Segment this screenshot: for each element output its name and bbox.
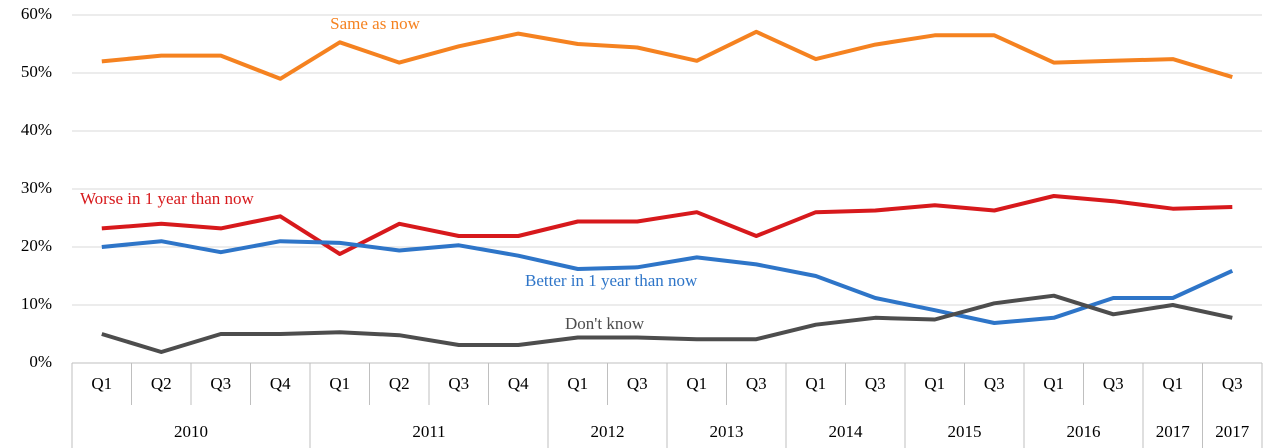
y-tick-label: 50% — [21, 62, 52, 81]
x-tick-label: Q3 — [1222, 374, 1243, 393]
group-label: 2015 — [948, 422, 982, 441]
x-tick-label: Q1 — [924, 374, 945, 393]
y-tick-label: 40% — [21, 120, 52, 139]
x-tick-label: Q3 — [1103, 374, 1124, 393]
series-line — [101, 29, 1233, 81]
series-label: Worse in 1 year than now — [80, 189, 255, 208]
group-label: 2010 — [174, 422, 208, 441]
x-tick-label: Q4 — [508, 374, 529, 393]
x-tick-label: Q2 — [151, 374, 172, 393]
x-tick-label: Q1 — [567, 374, 588, 393]
x-tick-label: Q4 — [270, 374, 291, 393]
series-line — [101, 239, 1234, 325]
group-label: 2014 — [829, 422, 864, 441]
x-tick-label: Q1 — [1043, 374, 1064, 393]
x-tick-label: Q1 — [1162, 374, 1183, 393]
y-tick-label: 0% — [29, 352, 52, 371]
x-tick-label: Q1 — [91, 374, 112, 393]
x-tick-label: Q3 — [865, 374, 886, 393]
group-label: 2016 — [1067, 422, 1101, 441]
series-label: Better in 1 year than now — [525, 271, 698, 290]
group-label: 2011 — [412, 422, 445, 441]
y-tick-label: 60% — [21, 4, 52, 23]
x-tick-label: Q3 — [210, 374, 231, 393]
series-label: Same as now — [330, 14, 420, 33]
group-label: 2017 — [1215, 422, 1250, 441]
series-line — [101, 293, 1233, 354]
y-tick-label: 20% — [21, 236, 52, 255]
x-tick-label: Q3 — [448, 374, 469, 393]
x-tick-label: Q1 — [329, 374, 350, 393]
group-label: 2013 — [710, 422, 744, 441]
x-tick-label: Q2 — [389, 374, 410, 393]
series-label: Don't know — [565, 314, 645, 333]
x-tick-label: Q3 — [746, 374, 767, 393]
group-label: 2012 — [591, 422, 625, 441]
x-tick-label: Q3 — [984, 374, 1005, 393]
group-label: 2017 — [1156, 422, 1191, 441]
y-tick-label: 10% — [21, 294, 52, 313]
y-tick-label: 30% — [21, 178, 52, 197]
x-tick-label: Q1 — [805, 374, 826, 393]
x-tick-label: Q3 — [627, 374, 648, 393]
series-line — [101, 194, 1233, 256]
x-tick-label: Q1 — [686, 374, 707, 393]
